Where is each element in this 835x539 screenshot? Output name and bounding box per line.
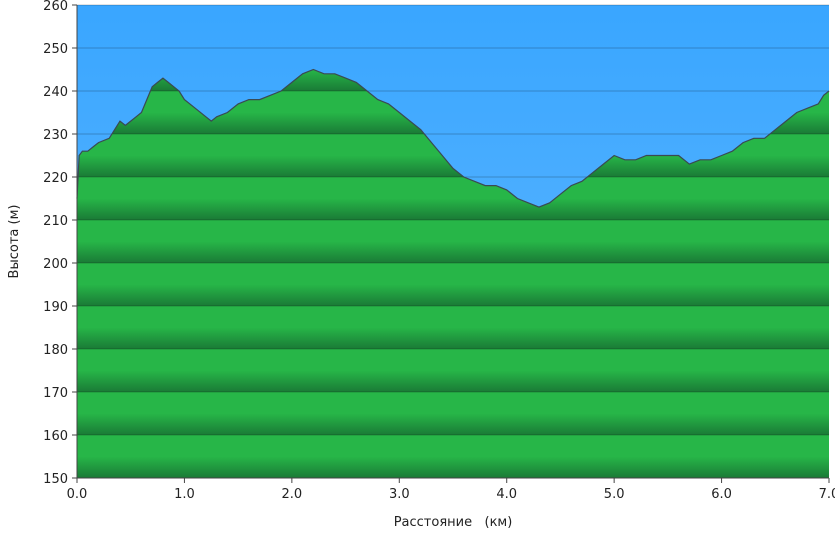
- y-tick-label: 170: [43, 386, 68, 401]
- y-tick-label: 190: [43, 300, 68, 315]
- x-tick-label: 1.0: [174, 487, 195, 502]
- x-tick-label: 2.0: [282, 487, 303, 502]
- x-tick-labels: 0.0 1.0 2.0 3.0 4.0 5.0 6.0 7.0: [67, 487, 835, 502]
- terrain-band: [77, 392, 829, 435]
- y-axis-title: Высота (м): [7, 205, 22, 279]
- x-tick-label: 6.0: [711, 487, 732, 502]
- x-tick-label: 4.0: [496, 487, 517, 502]
- y-tick-label: 210: [43, 214, 68, 229]
- y-tick-label: 260: [43, 0, 68, 14]
- y-tick-label: 220: [43, 171, 68, 186]
- terrain-band: [77, 220, 829, 263]
- y-tick-label: 160: [43, 429, 68, 444]
- x-tick-label: 3.0: [389, 487, 410, 502]
- terrain-band: [77, 263, 829, 306]
- y-tick-label: 240: [43, 85, 68, 100]
- x-axis-title: Расстояние (км): [394, 515, 513, 530]
- y-tick-label: 250: [43, 42, 68, 57]
- terrain-band: [77, 177, 829, 220]
- x-tick-label: 7.0: [819, 487, 835, 502]
- x-tick-label: 5.0: [604, 487, 625, 502]
- gridline-layer: [77, 4, 829, 436]
- y-tick-label: 150: [43, 472, 68, 487]
- y-tick-label: 200: [43, 257, 68, 272]
- y-tick-label: 180: [43, 343, 68, 358]
- terrain-band: [77, 306, 829, 349]
- terrain-band: [77, 435, 829, 478]
- terrain-band: [77, 349, 829, 392]
- y-tick-labels: 150 160 170 180 190 200 210 220 230 240 250 260: [43, 0, 68, 487]
- y-tick-label: 230: [43, 128, 68, 143]
- axis-layer: [72, 4, 830, 483]
- elevation-line: [76, 68, 830, 208]
- x-tick-label: 0.0: [67, 487, 88, 502]
